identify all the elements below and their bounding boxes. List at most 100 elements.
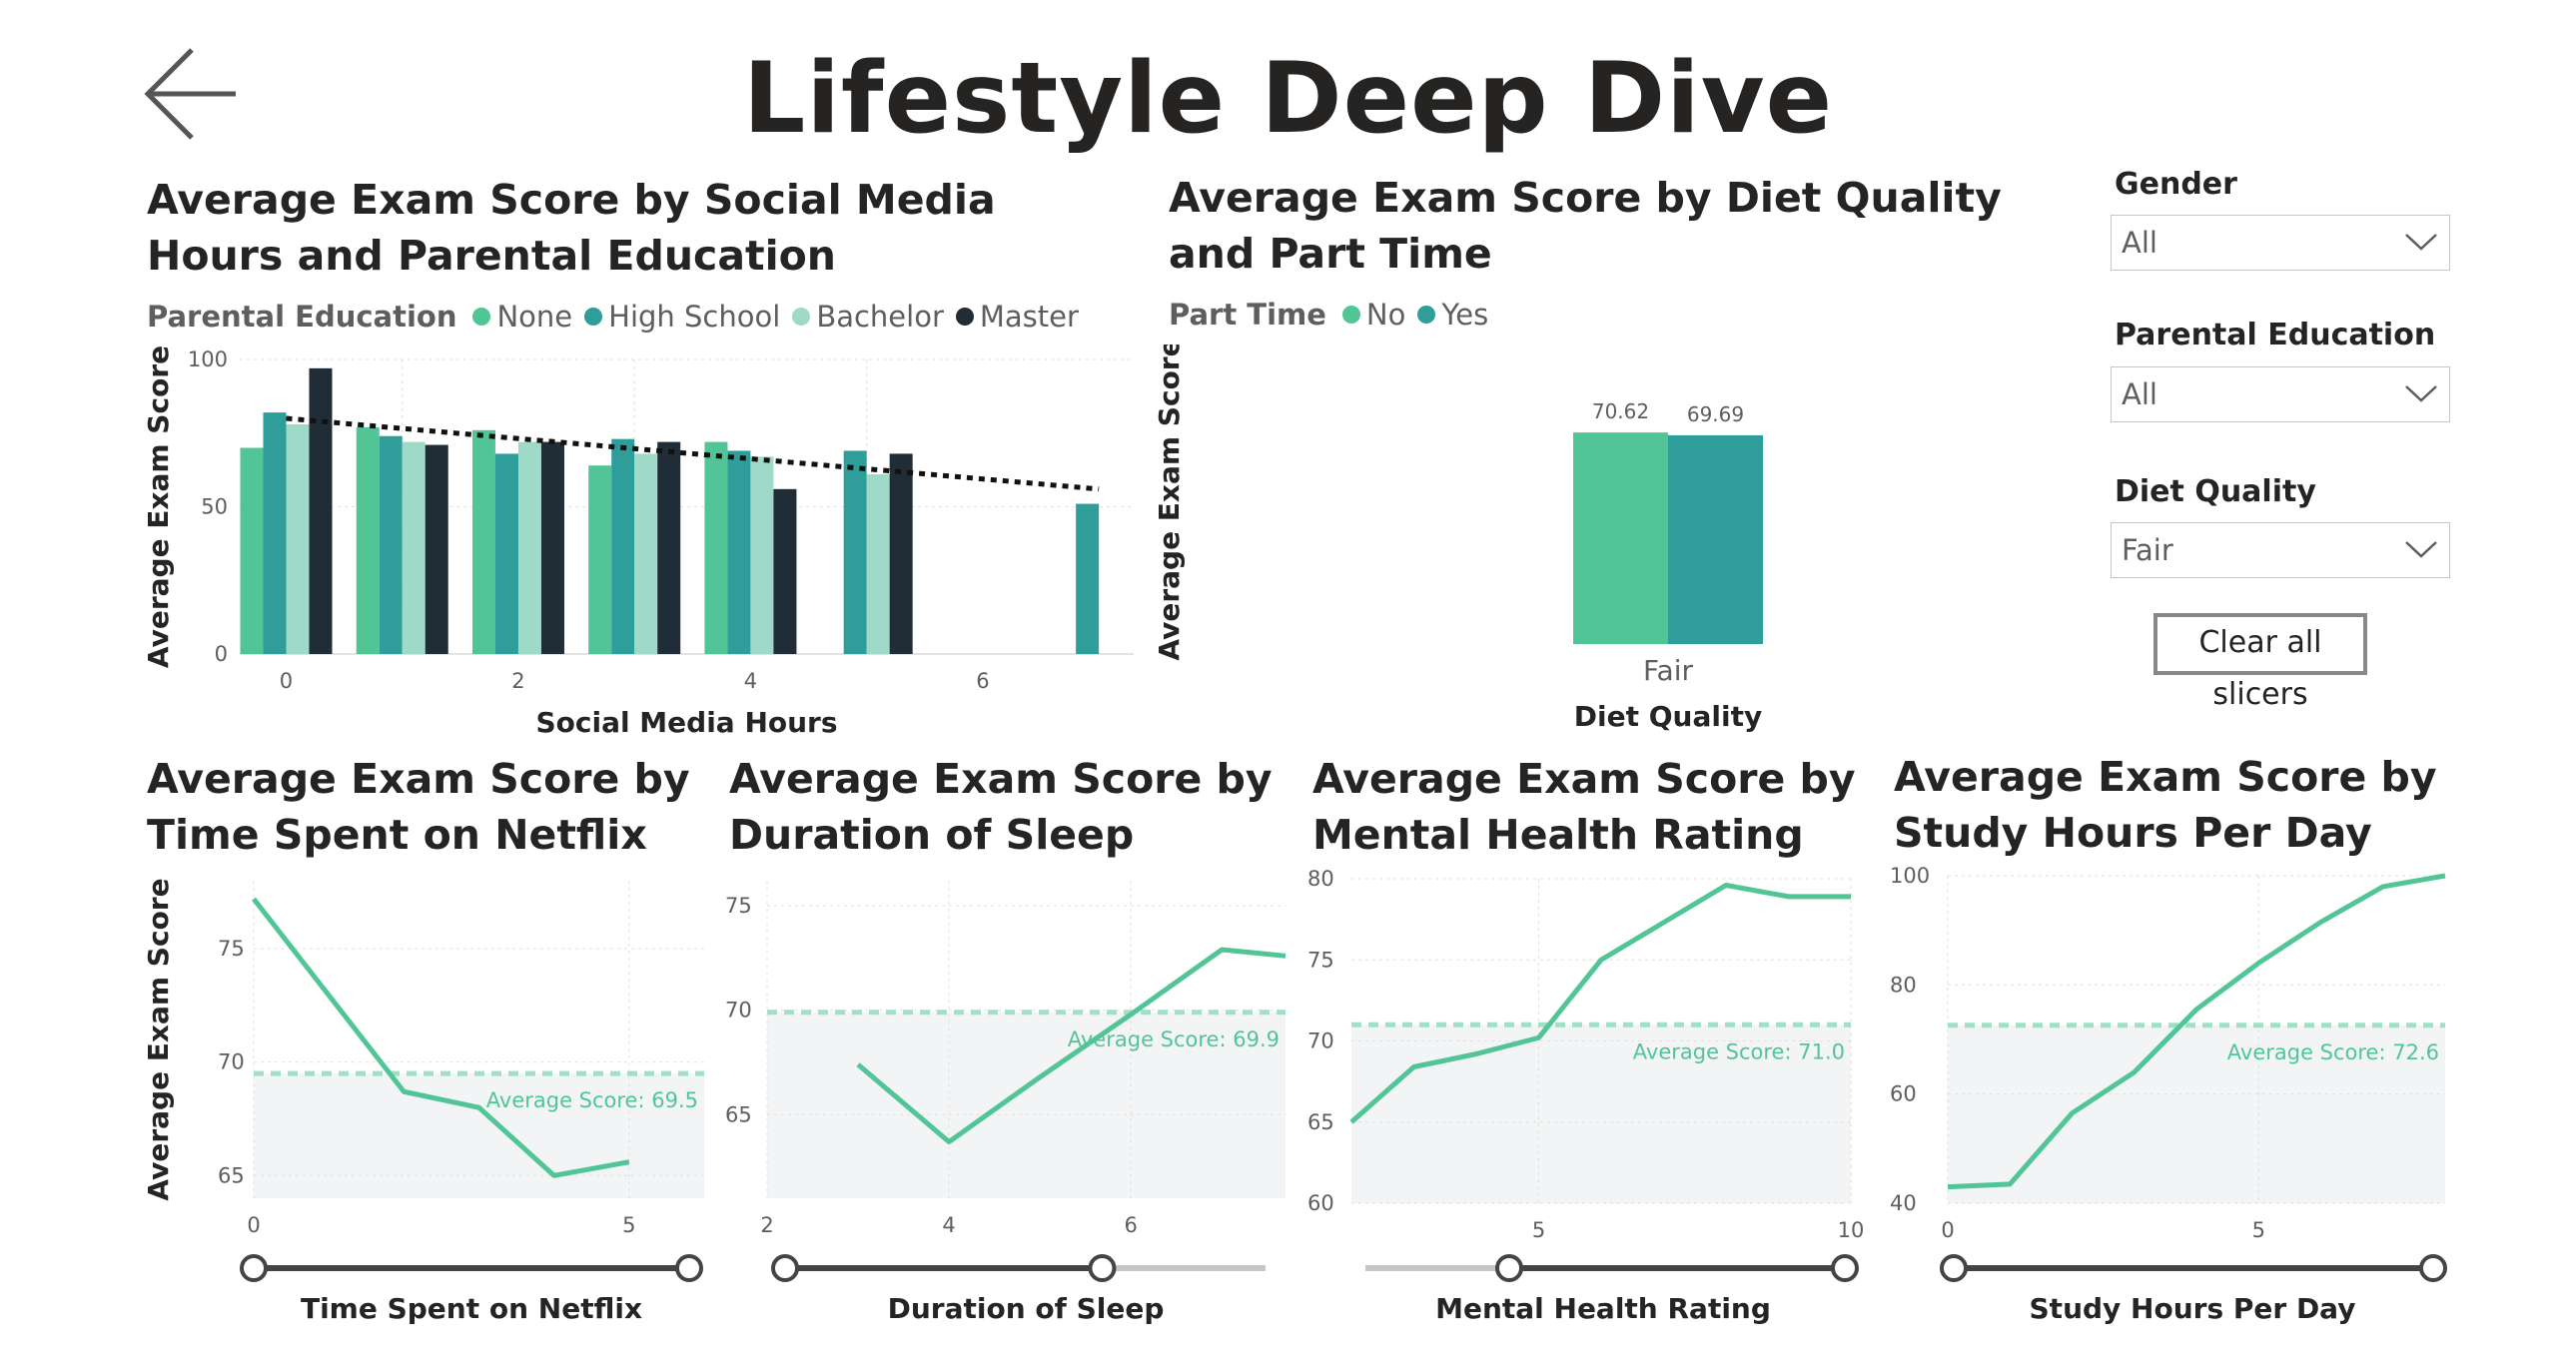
trend-line — [286, 415, 1100, 492]
back-button[interactable] — [140, 44, 250, 154]
sleep-line-chart[interactable]: 65 70 75 2 4 6 Average Score: 69.9 Duration of … — [721, 869, 1300, 1343]
series-line — [856, 947, 1287, 1145]
bar-master — [309, 367, 333, 654]
series-line — [252, 897, 630, 1178]
legend-item-yes[interactable]: Yes — [1417, 298, 1488, 332]
average-label: Average Score: 69.5 — [486, 1088, 698, 1112]
gender-slicer-label: Gender — [2115, 167, 2237, 202]
slider-handle-end[interactable] — [1088, 1254, 1117, 1282]
diet-chart-title: Average Exam Score by Diet Quality and P… — [1169, 174, 2002, 278]
mental-health-line-chart[interactable]: 60 65 70 75 80 5 10 Average Score: 71.0 Mental H… — [1303, 864, 1883, 1343]
bar-high-school — [1076, 503, 1100, 654]
legend-label: Bachelor — [816, 300, 944, 334]
average-label: Average Score: 69.9 — [1068, 1027, 1280, 1051]
gender-dropdown[interactable]: All — [2111, 215, 2450, 271]
x-axis-title: Diet Quality — [1574, 700, 1762, 733]
bar-none — [240, 447, 264, 654]
bar-none — [588, 465, 612, 654]
legend-dot — [472, 308, 491, 326]
x-tick-label: 2 — [511, 669, 524, 693]
legend-label: High School — [608, 300, 781, 334]
y-tick-label: 100 — [188, 347, 228, 371]
legend-item-high-school[interactable]: High School — [584, 300, 780, 334]
diet-quality-slicer-label: Diet Quality — [2115, 474, 2316, 509]
parental-education-slicer-label: Parental Education — [2115, 318, 2436, 352]
x-tick-label: 6 — [1125, 1213, 1138, 1237]
legend-item-no[interactable]: No — [1341, 298, 1405, 332]
bar-high-school — [263, 412, 287, 654]
average-label: Average Score: 71.0 — [1633, 1039, 1845, 1063]
legend-dot — [955, 308, 974, 326]
slider-handle-start[interactable] — [1495, 1254, 1523, 1282]
slider-handle-start[interactable] — [771, 1254, 799, 1282]
x-tick-label: 0 — [280, 669, 293, 693]
study-hours-line-chart[interactable]: 40 60 80 100 0 5 Average Score: 72.6 Study Hour… — [1886, 864, 2465, 1343]
chevron-down-icon — [2405, 385, 2437, 402]
sleep-chart-title: Average Exam Score by Duration of Sleep — [729, 755, 1273, 859]
y-axis-title: Average Exam Score — [142, 345, 175, 668]
bar-master — [540, 441, 564, 654]
data-label: 70.62 — [1592, 399, 1649, 423]
x-axis-title: Duration of Sleep — [888, 1292, 1165, 1325]
legend-item-master[interactable]: Master — [955, 300, 1079, 334]
series-line — [1947, 873, 2446, 1190]
y-tick-label: 65 — [218, 1163, 245, 1187]
bar-high-school — [494, 453, 518, 654]
bar-high-school — [611, 438, 635, 654]
slider-handle-start[interactable] — [240, 1254, 268, 1282]
legend-item-none[interactable]: None — [472, 300, 572, 334]
legend-dot — [1341, 306, 1360, 324]
x-axis-title: Study Hours Per Day — [2030, 1292, 2356, 1325]
y-tick-label: 70 — [725, 999, 752, 1023]
parental-education-value: All — [2122, 377, 2157, 411]
series-line — [1349, 883, 1851, 1124]
social-chart-legend: Parental Education None High School Bach… — [147, 300, 1091, 334]
diet-quality-bar-chart[interactable]: 70.62 69.69 Fair Diet Quality Average Exam S… — [1149, 344, 1788, 744]
bar-none — [471, 429, 495, 654]
y-axis-title: Average Exam Score — [1153, 344, 1186, 661]
legend-item-bachelor[interactable]: Bachelor — [792, 300, 944, 334]
legend-dot — [792, 308, 811, 326]
bar-part-time-no — [1573, 432, 1668, 644]
diet-quality-value: Fair — [2122, 533, 2173, 567]
slider-handle-end[interactable] — [2419, 1254, 2447, 1282]
slider-handle-end[interactable] — [675, 1254, 703, 1282]
bar-master — [889, 453, 913, 654]
x-tick-label: Fair — [1643, 654, 1693, 687]
diet-chart-legend: Part Time No Yes — [1169, 298, 1500, 332]
legend-label: None — [496, 300, 573, 334]
bar-bachelor — [750, 456, 774, 654]
x-tick-label: 6 — [976, 669, 989, 693]
netflix-chart-title: Average Exam Score by Time Spent on Netf… — [147, 755, 690, 859]
bar-master — [657, 441, 681, 654]
parental-education-dropdown[interactable]: All — [2111, 366, 2450, 422]
y-tick-label: 70 — [1307, 1029, 1334, 1053]
x-axis-title: Social Media Hours — [535, 706, 837, 739]
bar-bachelor — [402, 441, 426, 654]
slider-handle-start[interactable] — [1940, 1254, 1968, 1282]
x-tick-label: 5 — [1532, 1218, 1545, 1242]
chevron-down-icon — [2405, 541, 2437, 558]
x-tick-label: 0 — [1941, 1218, 1954, 1242]
social-chart-title: Average Exam Score by Social Media Hours… — [147, 176, 996, 280]
average-label: Average Score: 72.6 — [2227, 1040, 2439, 1064]
bar-bachelor — [517, 441, 541, 654]
gender-value: All — [2122, 226, 2157, 260]
bar-high-school — [727, 450, 751, 654]
y-tick-label: 75 — [1307, 948, 1334, 972]
diet-quality-dropdown[interactable]: Fair — [2111, 522, 2450, 578]
slider-handle-end[interactable] — [1831, 1254, 1859, 1282]
social-media-bar-chart[interactable]: 0 50 100 0 2 4 6 Social Media Hours Average Exam… — [140, 344, 1149, 744]
legend-label: Master — [979, 300, 1079, 334]
bar-bachelor — [866, 474, 890, 654]
x-axis-title: Time Spent on Netflix — [301, 1292, 642, 1325]
bar-high-school — [843, 450, 867, 654]
netflix-line-chart[interactable]: 65 70 75 0 5 Average Score: 69.5 Time Spent on… — [140, 869, 719, 1343]
y-axis-title: Average Exam Score — [142, 878, 175, 1200]
x-tick-label: 10 — [1838, 1218, 1865, 1242]
bar-part-time-yes — [1668, 434, 1763, 644]
bar-none — [356, 426, 380, 654]
x-axis-title: Mental Health Rating — [1435, 1292, 1771, 1325]
average-band — [1351, 1024, 1851, 1203]
clear-all-slicers-button[interactable]: Clear all slicers — [2153, 613, 2367, 712]
